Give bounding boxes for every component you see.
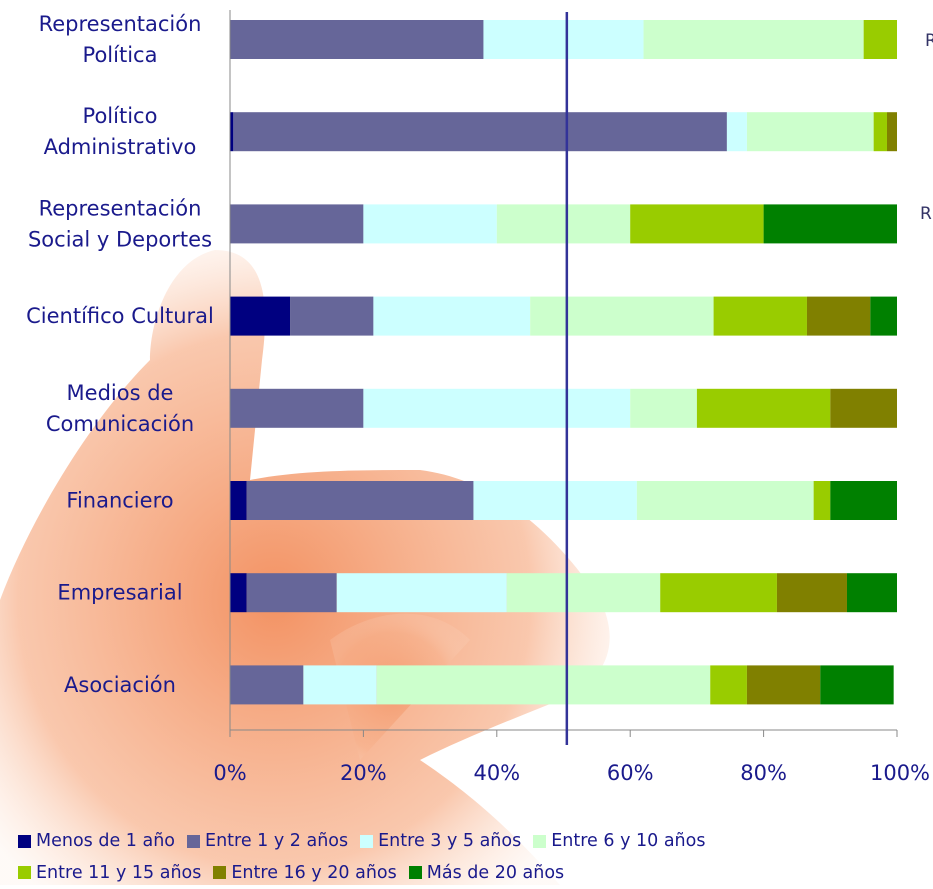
category-labels: Representación Política Político Administra… (26, 12, 214, 697)
bar-segment-5-4 (630, 388, 697, 428)
legend-swatch (213, 866, 227, 879)
category-label: Medios de Comunicación (46, 381, 194, 436)
bar-segment-5-3 (363, 388, 631, 428)
bar-segment-4-6 (806, 296, 871, 336)
bar-segment-7-2 (246, 573, 337, 613)
bar-segment-7-4 (506, 573, 661, 613)
bar-segment-1-4 (643, 20, 864, 59)
bar-segment-1-2 (230, 20, 484, 59)
bar-segment-2-6 (887, 112, 897, 152)
legend-item: Menos de 1 año (18, 826, 175, 856)
legend-label: Entre 16 y 20 años (231, 862, 397, 883)
bar-segment-2-5 (873, 112, 887, 152)
x-tick-label: 0% (213, 761, 246, 785)
bar-segment-7-5 (660, 573, 777, 613)
bar-segment-2-4 (746, 112, 874, 152)
legend-item: Entre 16 y 20 años (213, 858, 397, 888)
legend-label: Entre 11 y 15 años (36, 862, 202, 883)
bar-segment-6-3 (473, 481, 637, 520)
legend-swatch (360, 834, 374, 848)
legend-item: Más de 20 años (408, 858, 565, 888)
x-tick-label: 40% (473, 761, 520, 785)
category-label: Asociación (64, 673, 176, 697)
bar-segment-3-3 (363, 204, 497, 244)
legend-item: Entre 11 y 15 años (18, 858, 201, 888)
bar-segment-5-5 (696, 388, 831, 428)
bar-segment-7-3 (336, 573, 507, 613)
bar-segment-8-6 (746, 665, 821, 705)
category-label: Empresarial (57, 581, 182, 605)
legend-label: Entre 6 y 10 años (551, 831, 706, 851)
bar-segment-6-5 (813, 481, 831, 520)
bar-segment-2-3 (726, 112, 747, 152)
bar-segment-8-5 (710, 665, 747, 705)
legend-label: Entre 1 y 2 años (205, 831, 349, 851)
bar-segment-4-2 (290, 296, 374, 336)
legend: Menos de 1 año Entre 1 y 2 años Entre 3 y … (18, 826, 918, 889)
legend-swatch (18, 834, 31, 848)
bar-segment-8-2 (230, 665, 304, 705)
bar-segment-8-7 (820, 665, 894, 705)
x-tick-label: 20% (340, 761, 387, 785)
bar-segment-4-3 (373, 296, 531, 336)
bar-segment-5-2 (230, 388, 364, 428)
x-tick-label: 80% (740, 761, 787, 785)
bars-layer (230, 20, 897, 705)
bar-segment-4-1 (230, 296, 291, 336)
legend-swatch (187, 834, 201, 848)
x-axis: 0% 20% 40% 60% 80% 100% (213, 10, 930, 785)
bar-segment-1-3 (483, 20, 644, 59)
legend-item: Entre 6 y 10 años (533, 826, 705, 856)
bar-segment-3-5 (630, 204, 764, 244)
category-label: Financiero (66, 489, 173, 513)
bar-segment-6-2 (246, 481, 474, 520)
bar-segment-5-6 (830, 388, 897, 428)
x-tick-label: 100% (870, 761, 930, 785)
side-label: R (920, 204, 932, 224)
legend-label: Menos de 1 año (36, 831, 176, 851)
bar-segment-2-1 (230, 112, 234, 152)
bar-segment-3-4 (496, 204, 631, 244)
legend-swatch (533, 834, 547, 848)
bar-segment-4-5 (713, 296, 807, 336)
bar-segment-8-4 (376, 665, 711, 705)
category-label: Representación Social y Deportes (28, 196, 212, 251)
side-label: R (925, 31, 933, 51)
legend-item: Entre 1 y 2 años (187, 826, 348, 856)
side-labels: RR (920, 31, 933, 224)
bar-segment-3-2 (230, 204, 364, 244)
legend-swatch (408, 866, 422, 879)
category-label: Representación Política (39, 12, 202, 67)
bar-segment-1-5 (863, 20, 897, 59)
bar-segment-6-1 (230, 481, 247, 520)
bar-segment-6-7 (830, 481, 897, 520)
category-label: Científico Cultural (26, 304, 214, 328)
legend-swatch (18, 866, 31, 879)
bar-segment-4-4 (530, 296, 714, 336)
legend-item: Entre 3 y 5 años (360, 826, 521, 856)
bar-segment-8-3 (303, 665, 377, 705)
bar-segment-6-4 (636, 481, 814, 520)
x-tick-label: 60% (607, 761, 654, 785)
legend-label: Entre 3 y 5 años (378, 831, 522, 851)
bar-segment-4-7 (870, 296, 897, 336)
bar-segment-7-6 (776, 573, 847, 613)
bar-segment-7-1 (230, 573, 247, 613)
legend-label: Más de 20 años (426, 862, 565, 883)
bar-segment-7-7 (846, 573, 897, 613)
bar-segment-3-7 (763, 204, 897, 244)
bar-segment-2-2 (233, 112, 727, 152)
category-label: Político Administrativo (44, 104, 197, 159)
